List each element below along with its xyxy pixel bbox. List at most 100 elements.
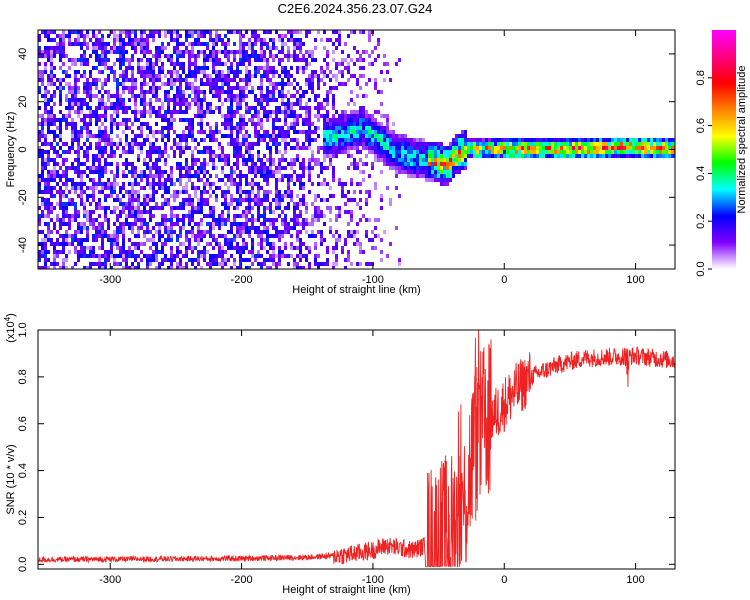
spectrogram-cell <box>542 150 545 154</box>
spectrogram-cell <box>200 126 203 130</box>
spectrogram-cell <box>56 134 59 138</box>
spectrogram-cell <box>266 258 269 262</box>
spectrogram-cell <box>248 230 251 234</box>
spectrogram-cell <box>83 206 86 210</box>
spectrogram-cell <box>533 150 536 154</box>
spectrogram-cell <box>422 166 425 170</box>
spectrogram-cell <box>242 190 245 194</box>
spectrogram-cell <box>266 78 269 82</box>
spectrogram-cell <box>92 190 95 194</box>
spectrogram-cell <box>50 174 53 178</box>
spectrogram-cell <box>125 202 128 206</box>
spectrogram-cell <box>341 82 344 86</box>
spectrogram-cell <box>251 166 254 170</box>
spectrogram-cell <box>275 178 278 182</box>
spectrogram-cell <box>329 230 332 234</box>
spectrogram-cell <box>98 102 101 106</box>
spectrogram-cell <box>341 150 344 154</box>
spectrogram-cell <box>131 226 134 230</box>
spectrogram-cell <box>455 142 458 146</box>
spectrogram-cell <box>119 226 122 230</box>
spectrogram-cell <box>551 150 554 154</box>
spectrogram-cell <box>65 182 68 186</box>
spectrogram-cell <box>179 54 182 58</box>
spectrogram-cell <box>374 82 377 86</box>
spectrogram-cell <box>137 214 140 218</box>
spectrogram-cell <box>143 90 146 94</box>
spectrogram-cell <box>629 142 632 146</box>
spectrogram-cell <box>635 138 638 142</box>
spectrogram-cell <box>185 234 188 238</box>
spectrogram-cell <box>71 106 74 110</box>
spectrogram-cell <box>458 138 461 142</box>
spectrogram-cell <box>251 42 254 46</box>
spectrogram-cell <box>149 90 152 94</box>
spectrogram-cell <box>170 54 173 58</box>
spectrogram-cell <box>590 154 593 158</box>
spectrogram-cell <box>140 66 143 70</box>
spectrogram-cell <box>548 154 551 158</box>
spectrogram-cell <box>416 174 419 178</box>
spectrogram-cell <box>254 202 257 206</box>
spectrogram-cell <box>341 50 344 54</box>
spectrogram-cell <box>353 118 356 122</box>
spectrogram-cell <box>170 210 173 214</box>
spectrogram-cell <box>341 130 344 134</box>
spectrogram-cell <box>299 114 302 118</box>
spectrogram-cell <box>302 70 305 74</box>
spectrogram-cell <box>155 122 158 126</box>
spectrogram-cell <box>221 102 224 106</box>
spectrogram-cell <box>116 122 119 126</box>
spectrogram-cell <box>188 126 191 130</box>
spectrogram-cell <box>59 98 62 102</box>
spectrogram-cell <box>323 114 326 118</box>
spectrogram-cell <box>74 182 77 186</box>
spectrogram-cell <box>77 158 80 162</box>
spectrogram-cell <box>128 238 131 242</box>
spectrogram-cell <box>41 210 44 214</box>
spectrogram-cell <box>149 218 152 222</box>
spectrogram-cell <box>149 210 152 214</box>
spectrogram-cell <box>266 250 269 254</box>
spectrogram-cell <box>44 86 47 90</box>
spectrogram-cell <box>371 138 374 142</box>
spectrogram-cell <box>194 234 197 238</box>
spectrogram-cell <box>104 266 107 269</box>
spectrogram-cell <box>335 214 338 218</box>
spectrogram-cell <box>290 38 293 42</box>
spectrogram-cell <box>140 86 143 90</box>
spectrogram-cell <box>410 154 413 158</box>
spectrogram-cell <box>341 70 344 74</box>
spectrogram-cell <box>212 90 215 94</box>
spectrogram-cell <box>347 258 350 262</box>
spectrogram-cell <box>353 198 356 202</box>
spectrogram-cell <box>347 126 350 130</box>
spectrogram-cell <box>359 122 362 126</box>
spectrogram-cell <box>65 242 68 246</box>
spectrogram-cell <box>254 106 257 110</box>
spectrogram-cell <box>266 42 269 46</box>
spectrogram-cell <box>311 218 314 222</box>
spectrogram-cell <box>221 262 224 266</box>
spectrogram-cell <box>113 42 116 46</box>
spectrogram-cell <box>380 150 383 154</box>
spectrogram-cell <box>650 142 653 146</box>
spectrogram-cell <box>224 174 227 178</box>
spectrogram-cell <box>407 166 410 170</box>
spectrogram-cell <box>95 170 98 174</box>
spectrogram-cell <box>194 78 197 82</box>
spectrogram-cell <box>380 206 383 210</box>
spectrogram-cell <box>248 74 251 78</box>
spectrogram-cell <box>320 238 323 242</box>
spectrogram-cell <box>272 126 275 130</box>
spectrogram-cell <box>209 266 212 269</box>
spectrogram-cell <box>191 82 194 86</box>
spectrogram-cell <box>176 206 179 210</box>
spectrogram-cell <box>284 242 287 246</box>
spectrogram-cell <box>122 162 125 166</box>
spectrogram-cell <box>395 186 398 190</box>
y-tick-label: 20 <box>17 96 29 108</box>
spectrogram-cell <box>41 154 44 158</box>
spectrogram-cell <box>152 234 155 238</box>
spectrogram-cell <box>134 134 137 138</box>
